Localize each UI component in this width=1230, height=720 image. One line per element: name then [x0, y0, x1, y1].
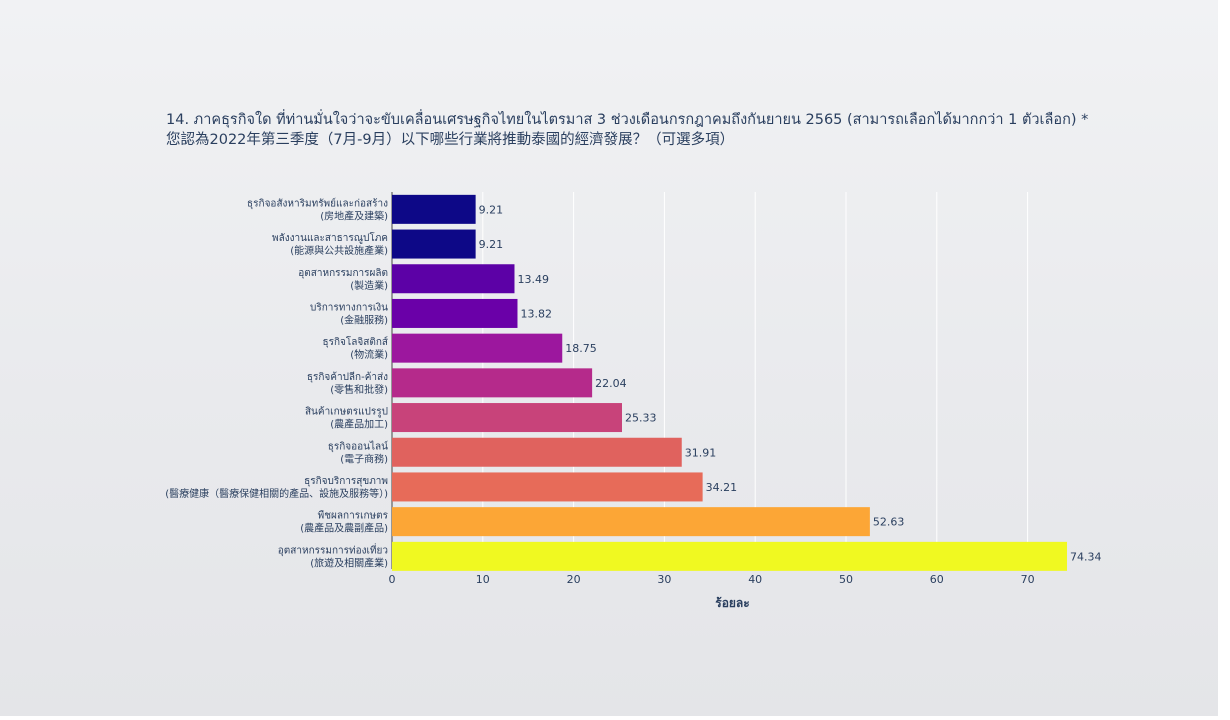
category-label-thai-2: อุตสาหกรรมการผลิต	[298, 268, 388, 279]
bar-value-label-6: 25.33	[625, 412, 657, 425]
x-tick-label: 20	[567, 573, 581, 586]
bar-6	[392, 403, 622, 433]
category-label-thai-10: อุตสาหกรรมการท่องเที่ยว	[278, 542, 388, 556]
x-tick-label: 10	[476, 573, 490, 586]
bar-2	[392, 264, 515, 294]
x-tick-label: 70	[1021, 573, 1035, 586]
category-label-thai-3: บริการทางการเงิน	[310, 302, 388, 313]
category-label-chinese-1: (能源與公共設施產業)	[290, 244, 388, 257]
category-label-chinese-7: (電子商務)	[340, 452, 388, 465]
category-label-chinese-2: (製造業)	[350, 279, 388, 292]
category-label-chinese-6: (農產品加工)	[330, 418, 388, 431]
bar-0	[392, 194, 476, 224]
x-tick-label: 40	[748, 573, 762, 586]
x-tick-label: 60	[930, 573, 944, 586]
bar-value-label-1: 9.21	[479, 238, 504, 251]
category-label-chinese-5: (零售和批發)	[330, 383, 388, 396]
chart-title-thai: 14. ภาคธุรกิจใด ที่ท่านมั่นใจว่าจะขับเคล…	[166, 112, 1089, 128]
bar-value-label-4: 18.75	[565, 342, 597, 355]
x-axis-title: ร้อยละ	[715, 596, 749, 610]
bar-value-label-2: 13.49	[517, 273, 549, 286]
category-label-thai-9: พืชผลการเกษตร	[318, 510, 389, 522]
bar-8	[392, 472, 703, 502]
bar-10	[392, 541, 1068, 571]
slide-edge-bottom	[0, 716, 1230, 720]
bar-value-label-10: 74.34	[1070, 550, 1102, 563]
bar-value-label-9: 52.63	[873, 516, 905, 529]
category-label-chinese-4: (物流業)	[350, 348, 388, 361]
category-label-chinese-9: (農產品及農副產品)	[300, 522, 388, 535]
bar-9	[392, 507, 870, 537]
bar-7	[392, 437, 682, 467]
bar-value-label-7: 31.91	[685, 446, 717, 459]
category-label-chinese-10: (旅遊及相關產業)	[310, 556, 388, 569]
category-label-thai-1: พลังงานและสาธารณูปโภค	[272, 231, 388, 244]
category-label-thai-4: ธุรกิจโลจิสติกส์	[322, 335, 388, 348]
x-tick-label: 0	[389, 573, 396, 586]
bar-value-label-0: 9.21	[479, 203, 504, 216]
chart-title-chinese: 您認為2022年第三季度（7月-9月）以下哪些行業將推動泰國的經濟發展？（可選多…	[166, 132, 735, 148]
chart-title: 14. ภาคธุรกิจใด ที่ท่านมั่นใจว่าจะขับเคล…	[166, 110, 1206, 150]
bar-4	[392, 333, 563, 363]
x-tick-label: 30	[657, 573, 671, 586]
bar-1	[392, 229, 476, 259]
bar-5	[392, 368, 593, 398]
slide-edge-right	[1218, 0, 1230, 720]
category-label-thai-5: ธุรกิจค้าปลีก-ค้าส่ง	[307, 371, 388, 383]
category-label-thai-7: ธุรกิจออนไลน์	[328, 440, 388, 452]
category-label-chinese-0: (房地產及建築)	[320, 209, 388, 222]
category-label-chinese-8: (醫療健康（醫療保健相關的產品、設施及服務等）)	[165, 487, 388, 500]
bar-value-label-5: 22.04	[595, 377, 627, 390]
category-label-thai-8: ธุรกิจบริการสุขภาพ	[304, 476, 388, 487]
category-label-thai-0: ธุรกิจอสังหาริมทรัพย์และก่อสร้าง	[247, 197, 388, 209]
bar-value-label-8: 34.21	[706, 481, 738, 494]
x-tick-label: 50	[839, 573, 853, 586]
bar-value-label-3: 13.82	[520, 307, 552, 320]
category-label-thai-6: สินค้าเกษตรแปรรูป	[305, 406, 388, 418]
bar-3	[392, 298, 518, 328]
category-label-chinese-3: (金融服務)	[340, 313, 388, 326]
